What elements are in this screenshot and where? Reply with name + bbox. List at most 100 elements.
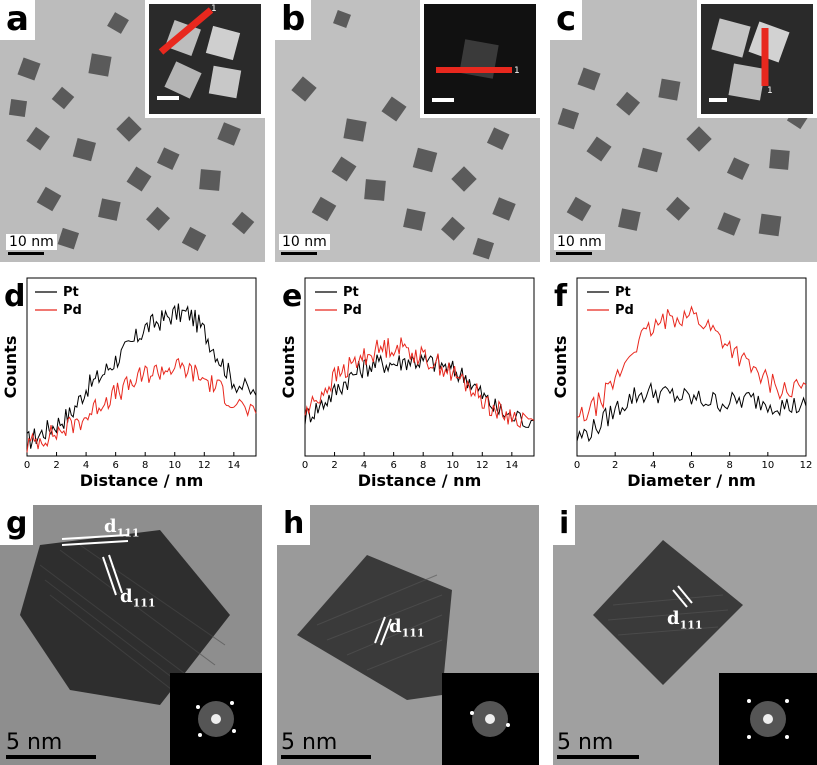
legend-label-pt: Pt <box>615 285 631 300</box>
tem-panel-c: c 1 10 nm <box>550 0 817 262</box>
series-line-pd <box>576 305 807 422</box>
chart-letter-d: d <box>4 279 25 314</box>
legend-label-pt: Pt <box>63 285 79 300</box>
d111-label-h: d111 <box>389 617 425 644</box>
series-line-pt <box>26 303 257 449</box>
d-symbol: d <box>120 586 133 607</box>
d-index: 111 <box>401 626 425 640</box>
scale-label-g: 5 nm <box>6 730 63 755</box>
x-tick-label: 0 <box>24 460 30 471</box>
x-tick-label: 12 <box>476 460 489 471</box>
legend-label-pd: Pd <box>615 303 634 318</box>
haadf-inset-a: 1 <box>145 0 265 118</box>
scale-label-i: 5 nm <box>557 730 614 755</box>
x-tick-label: 10 <box>761 460 774 471</box>
x-tick-label: 2 <box>53 460 59 471</box>
line-scan-overlay-c <box>701 4 813 114</box>
x-axis-title: Distance / nm <box>80 471 204 490</box>
fft-inset-h <box>442 673 539 765</box>
x-tick-label: 0 <box>574 460 580 471</box>
legend-label-pd: Pd <box>343 303 362 318</box>
legend-label-pt: Pt <box>343 285 359 300</box>
tem-panel-b: b 1 10 nm <box>275 0 540 262</box>
x-tick-label: 14 <box>505 460 518 471</box>
scale-label-b: 10 nm <box>279 234 330 250</box>
x-tick-label: 10 <box>168 460 181 471</box>
plot-frame <box>304 277 535 457</box>
fft-pattern-i <box>747 699 789 739</box>
chart-letter-f: f <box>554 279 568 314</box>
d-symbol: d <box>389 616 402 637</box>
line-scan-overlay-b <box>424 4 536 114</box>
inset-marker-b: 1 <box>514 66 520 76</box>
panel-letter-i: i <box>553 505 576 545</box>
hrtem-panel-i: i d111 5 nm <box>553 505 817 765</box>
x-tick-label: 6 <box>390 460 396 471</box>
chart-e: e 0 2 4 6 8 10 12 14 Distance / nm Counts Pt Pd <box>279 277 535 490</box>
plot-frame <box>576 277 807 457</box>
x-tick-label: 14 <box>227 460 240 471</box>
chart-d: d 0 2 4 6 8 10 12 14 Distance / nm Counts Pt Pd <box>1 277 257 490</box>
y-axis-title: Counts <box>1 336 20 399</box>
series-line-pt <box>576 381 807 443</box>
tem-panel-a: a 1 10 nm <box>0 0 265 262</box>
x-tick-label: 8 <box>420 460 426 471</box>
x-tick-label: 8 <box>726 460 732 471</box>
x-tick-label: 6 <box>112 460 118 471</box>
chart-letter-e: e <box>282 279 302 314</box>
x-tick-label: 6 <box>688 460 694 471</box>
x-tick-label: 0 <box>302 460 308 471</box>
haadf-inset-b: 1 <box>420 0 540 118</box>
inset-marker-c: 1 <box>767 86 773 96</box>
panel-letter-a: a <box>0 0 35 40</box>
x-tick-label: 2 <box>612 460 618 471</box>
fft-pattern-g <box>196 701 236 737</box>
fft-pattern-h <box>470 701 510 737</box>
scale-bar-i <box>557 755 639 759</box>
chart-f: f 0 2 4 6 8 10 12 Diameter / nm Counts Pt Pd <box>551 277 812 490</box>
x-tick-label: 4 <box>361 460 367 471</box>
d-index: 111 <box>116 526 140 540</box>
profile-charts: d 0 2 4 6 8 10 12 14 Distance / nm Counts Pt Pd e 0 2 4 6… <box>1 277 812 490</box>
x-tick-label: 8 <box>142 460 148 471</box>
panel-letter-h: h <box>277 505 311 545</box>
scale-bar-h <box>281 755 371 759</box>
series-line-pt <box>304 353 535 428</box>
scale-bar-a <box>8 252 44 255</box>
panel-letter-b: b <box>275 0 312 40</box>
panel-letter-g: g <box>0 505 34 545</box>
y-axis-title: Counts <box>551 336 570 399</box>
y-axis-title: Counts <box>279 336 298 399</box>
x-axis-title: Distance / nm <box>358 471 482 490</box>
x-tick-label: 12 <box>198 460 211 471</box>
scale-bar-b <box>281 252 317 255</box>
d-symbol: d <box>667 608 680 629</box>
x-tick-label: 10 <box>446 460 459 471</box>
scale-bar-c <box>556 252 592 255</box>
series-line-pd <box>304 337 535 429</box>
x-tick-label: 2 <box>331 460 337 471</box>
hrtem-image-i <box>553 505 817 765</box>
d-symbol: d <box>104 516 117 537</box>
d111-label-top-g: d111 <box>104 517 140 544</box>
tem-image-b <box>275 0 540 262</box>
scale-label-a: 10 nm <box>6 234 57 250</box>
legend-label-pd: Pd <box>63 303 82 318</box>
line-scan-overlay-a <box>149 4 261 114</box>
scale-label-h: 5 nm <box>281 730 338 755</box>
d-index: 111 <box>679 618 703 632</box>
d-index: 111 <box>132 596 156 610</box>
panel-letter-c: c <box>550 0 583 40</box>
haadf-inset-c: 1 <box>697 0 817 118</box>
x-axis-title: Diameter / nm <box>627 471 756 490</box>
x-tick-label: 4 <box>83 460 89 471</box>
scale-label-c: 10 nm <box>554 234 605 250</box>
plot-frame <box>26 277 257 457</box>
fft-inset-g <box>170 673 262 765</box>
inset-marker-a: 1 <box>211 4 217 14</box>
d111-label-side-g: d111 <box>120 587 156 614</box>
x-tick-label: 4 <box>650 460 656 471</box>
hrtem-panel-h: h d111 5 nm <box>277 505 539 765</box>
scale-bar-g <box>6 755 96 759</box>
hrtem-panel-g: g d111 d111 5 nm <box>0 505 262 765</box>
